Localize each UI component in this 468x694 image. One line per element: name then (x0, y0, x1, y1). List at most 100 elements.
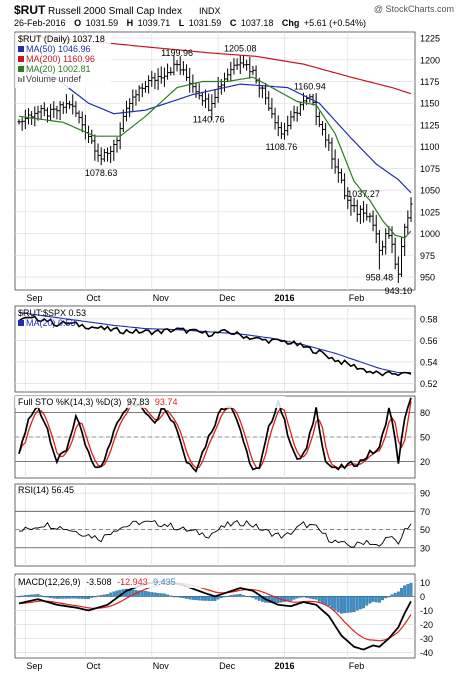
macd-histogram-bar (43, 596, 46, 597)
y-tick-label: 10 (420, 578, 430, 588)
y-tick-label: 30 (420, 543, 430, 553)
x-tick-label: 2016 (275, 293, 295, 303)
ratio-ma-legend-swatch (18, 320, 24, 326)
macd-histogram-bar (154, 593, 157, 597)
macd-histogram-bar (192, 596, 195, 599)
y-tick-label: 1200 (420, 55, 440, 65)
macd-histogram-bar (204, 596, 207, 600)
close-label: C (230, 18, 237, 28)
macd-histogram-bar (211, 596, 214, 600)
y-tick-label: 20 (420, 457, 430, 467)
macd-histogram-bar (217, 596, 220, 599)
x-tick-label: Sep (26, 293, 42, 303)
price-annotation: 1037.27 (347, 189, 380, 199)
macd-histogram-bar (245, 596, 248, 597)
x-tick-label: Nov (153, 661, 170, 671)
price-annotation: 1205.08 (224, 43, 257, 53)
x-tick-label: Feb (349, 661, 365, 671)
macd-histogram-bar (343, 596, 346, 613)
macd-histogram-bar (34, 595, 37, 597)
macd-histogram-bar (312, 596, 315, 599)
macd-legend-title: MACD(12,26,9) (18, 577, 81, 587)
macd-histogram-bar (362, 596, 365, 608)
macd-histogram-bar (207, 596, 210, 600)
macd-histogram-bar (321, 596, 324, 603)
macd-histogram-bar (62, 596, 65, 598)
macd-histogram-bar (337, 596, 340, 612)
macd-histogram-bar (359, 596, 362, 609)
macd-histogram-bar (116, 591, 119, 597)
macd-histogram-bar (255, 596, 258, 599)
macd-histogram-bar (147, 592, 150, 597)
macd-histogram-bar (318, 596, 321, 601)
macd-histogram-bar (220, 596, 223, 597)
ratio-legend-title: $RUT:$SPX 0.53 (18, 308, 86, 318)
price-annotation: 943.10 (385, 286, 413, 296)
y-tick-label: -10 (420, 606, 433, 616)
macd-histogram-bar (106, 594, 109, 596)
ma50-legend-swatch (18, 46, 24, 52)
y-tick-label: 1225 (420, 34, 440, 44)
macd-histogram-bar (90, 596, 93, 597)
macd-histogram-bar (223, 596, 226, 597)
macd-histogram-bar (407, 584, 410, 596)
macd-histogram-bar (293, 596, 296, 599)
macd-hist-value: 9.435 (153, 577, 176, 587)
macd-histogram-bar (166, 595, 169, 597)
rsi-legend: RSI(14) 56.45 (18, 485, 74, 495)
y-tick-label: -20 (420, 620, 433, 630)
macd-histogram-bar (141, 591, 144, 597)
macd-histogram-bar (381, 596, 384, 600)
macd-histogram-bar (144, 591, 147, 596)
macd-histogram-bar (185, 596, 188, 598)
macd-histogram-bar (258, 596, 261, 600)
macd-histogram-bar (188, 596, 191, 599)
sto-k-value: 97.83 (127, 397, 150, 407)
macd-histogram-bar (340, 596, 343, 613)
x-tick-label: Oct (86, 293, 101, 303)
macd-histogram-bar (37, 594, 40, 596)
high-value: 1039.71 (138, 18, 171, 28)
macd-histogram-bar (100, 595, 103, 596)
ma200-legend-swatch (18, 56, 24, 62)
macd-histogram-bar (391, 595, 394, 597)
macd-histogram-bar (369, 596, 372, 603)
y-tick-label: 975 (420, 251, 435, 261)
price-legend-title: $RUT (Daily) 1037.18 (18, 34, 105, 44)
y-tick-label: 90 (420, 489, 430, 499)
macd-histogram-bar (169, 596, 172, 597)
x-tick-label: 2016 (275, 661, 295, 671)
macd-histogram-bar (378, 596, 381, 602)
x-tick-label: Dec (219, 293, 236, 303)
sto-d-value: 93.74 (155, 397, 178, 407)
macd-histogram-bar (53, 596, 56, 598)
y-tick-label: 80 (420, 408, 430, 418)
macd-histogram-bar (305, 596, 308, 597)
macd-histogram-bar (201, 596, 204, 600)
macd-histogram-bar (302, 596, 305, 597)
y-tick-label: 0.58 (420, 314, 438, 324)
ma20-legend: MA(20) 1002.81 (26, 64, 91, 74)
macd-histogram-bar (56, 596, 59, 598)
macd-histogram-bar (160, 593, 163, 596)
macd-histogram-bar (71, 596, 74, 598)
macd-histogram-bar (163, 594, 166, 597)
low-value: 1031.59 (189, 18, 222, 28)
watermark-text: @ StockCharts.com (374, 4, 454, 14)
macd-histogram-bar (21, 596, 24, 597)
macd-histogram-bar (151, 592, 154, 596)
chart-exchange: INDX (199, 6, 221, 16)
y-tick-label: 0.54 (420, 357, 438, 367)
price-annotation: 1078.63 (85, 168, 118, 178)
macd-histogram-bar (239, 594, 242, 596)
y-tick-label: 50 (420, 433, 430, 443)
y-tick-label: 1150 (420, 99, 439, 109)
y-tick-label: 0.56 (420, 336, 438, 346)
open-label: O (74, 18, 81, 28)
macd-histogram-bar (296, 596, 299, 598)
macd-histogram-bar (315, 596, 318, 599)
macd-histogram-bar (75, 596, 78, 598)
panel-frame (15, 484, 415, 566)
